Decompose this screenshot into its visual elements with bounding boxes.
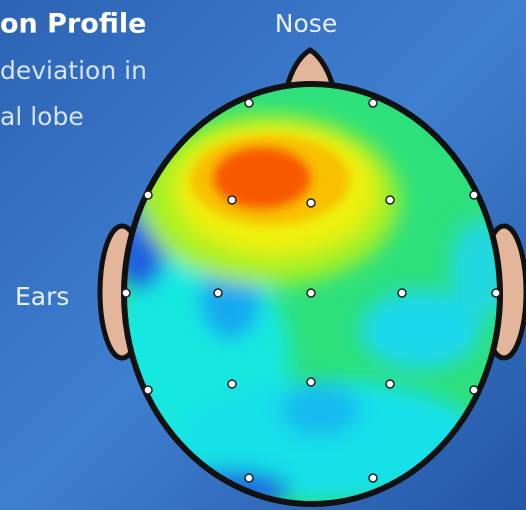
nose <box>282 47 338 93</box>
description-line: al lobe <box>0 102 84 131</box>
nose-label: Nose <box>275 9 337 38</box>
title: on Profile <box>0 9 146 40</box>
ears-label: Ears <box>15 282 69 311</box>
topographic-map <box>124 84 500 504</box>
electrodes <box>121 98 501 483</box>
description-line: deviation in <box>0 56 147 85</box>
